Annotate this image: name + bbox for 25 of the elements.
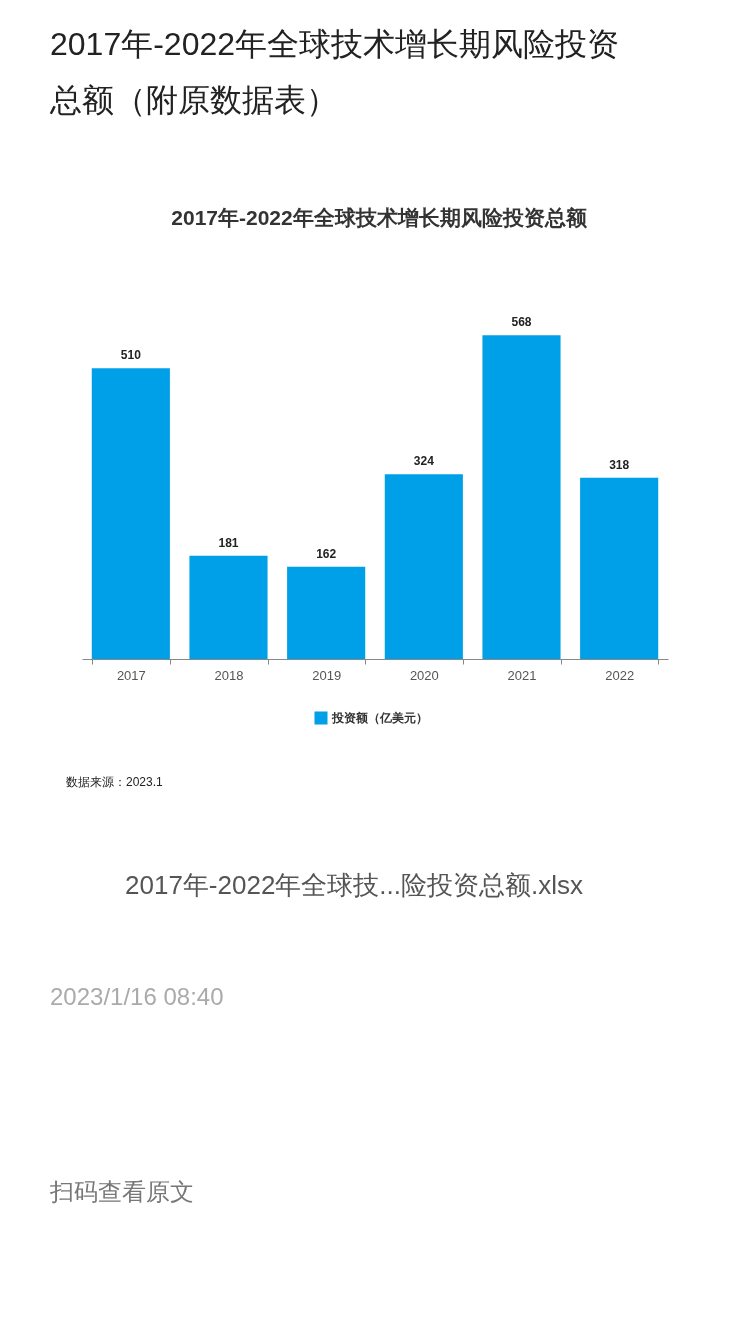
x-tick-label: 2017 [116, 667, 146, 683]
x-tick-label: 2019 [312, 667, 342, 683]
bar [189, 555, 268, 659]
data-label: 324 [413, 454, 435, 469]
x-tick-label: 2018 [214, 667, 244, 683]
data-label: 568 [511, 315, 532, 330]
bar [384, 474, 463, 659]
bar [91, 368, 170, 659]
text: 2023/1/16 08:40 [50, 983, 224, 1010]
legend-label: 投资额（亿美元） [331, 711, 428, 725]
bar [482, 335, 561, 659]
bar [580, 477, 659, 659]
x-tick-label: 2022 [605, 667, 635, 683]
x-tick-label: 2020 [409, 667, 439, 683]
data-label: 318 [609, 457, 630, 472]
source-note: 数据来源：2023.1 [66, 775, 164, 789]
data-label: 162 [316, 546, 337, 561]
data-label: 510 [120, 348, 142, 363]
chart-title: 2017年-2022年全球技术增长期风险投资总额（附原数据表） [49, 26, 620, 118]
text: 扫码查看原文 [49, 1178, 194, 1205]
data-label: 181 [218, 535, 239, 550]
text: 2017年-2022年全球技...险投资总额.xlsx [125, 870, 584, 900]
bar [287, 566, 366, 659]
chart-subtitle: 2017年-2022年全球技术增长期风险投资总额 [171, 206, 588, 229]
x-tick-label: 2021 [507, 667, 537, 683]
